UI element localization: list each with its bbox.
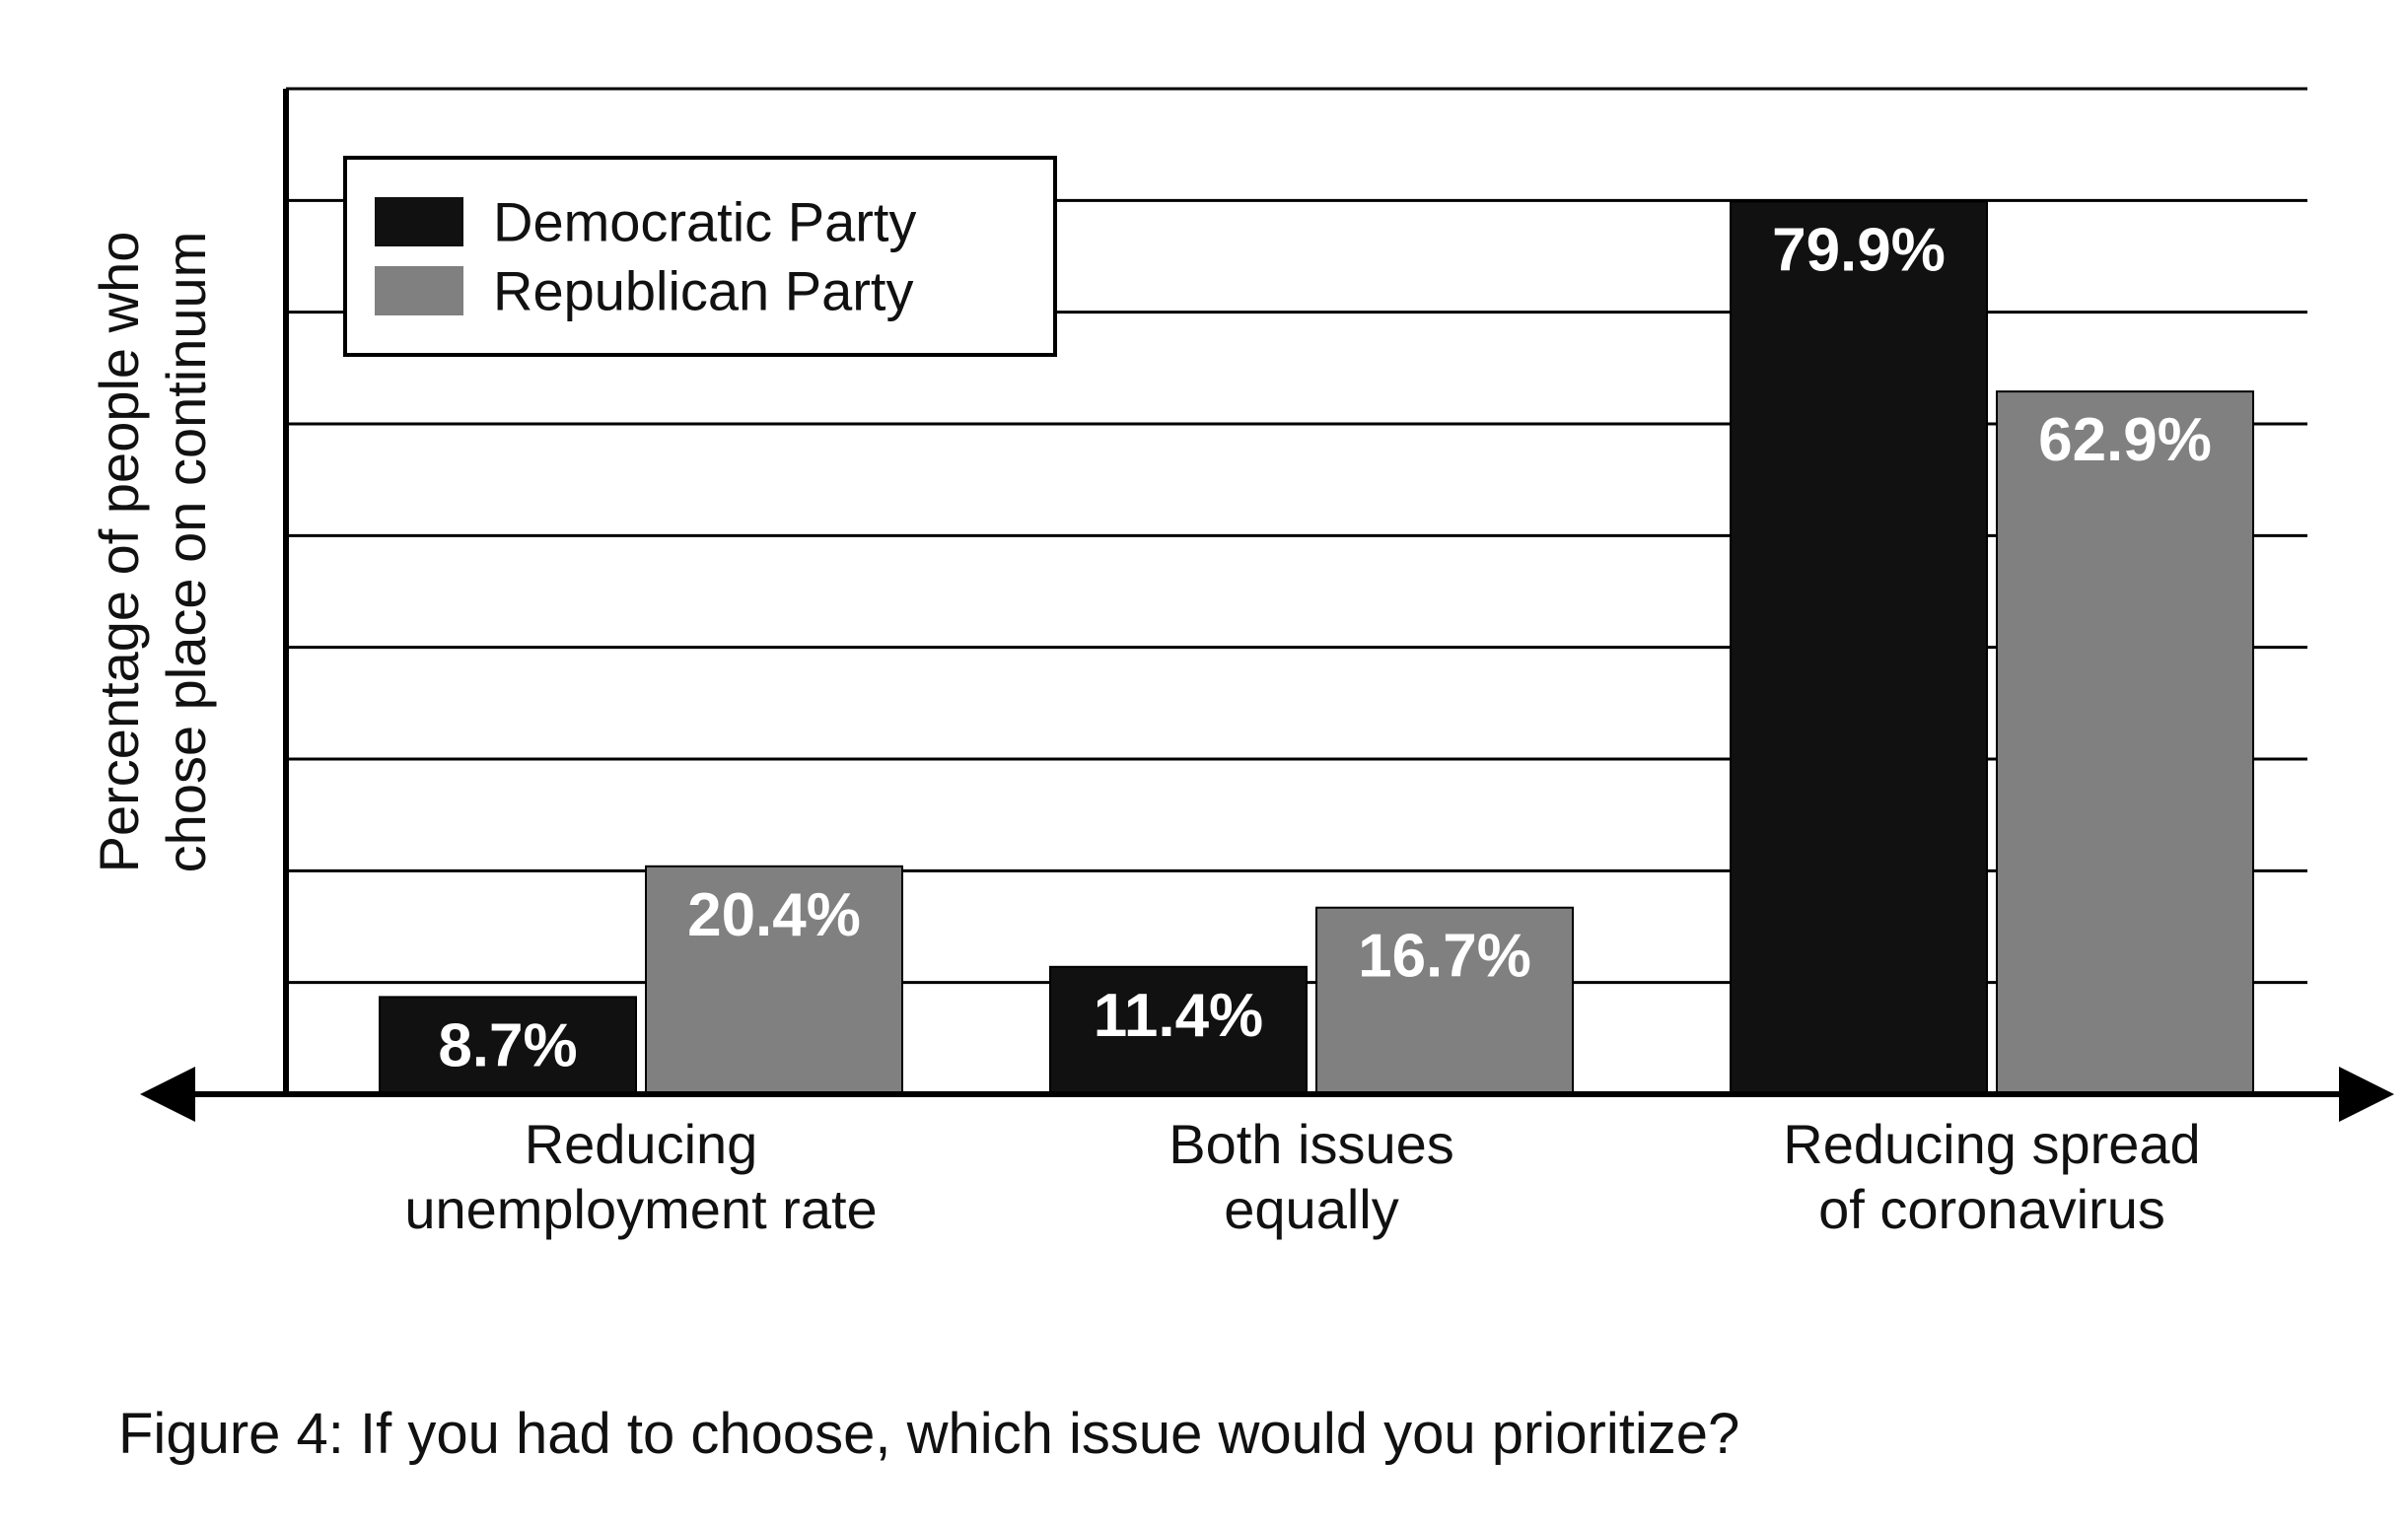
y-axis-label-line2: chose place on continuum xyxy=(155,232,217,873)
legend-box xyxy=(345,158,1055,355)
bar-label-democratic: 8.7% xyxy=(438,1011,577,1079)
bar-label-democratic: 79.9% xyxy=(1772,216,1946,284)
legend-label-democratic: Democratic Party xyxy=(493,191,916,253)
category-label: equally xyxy=(1224,1178,1398,1240)
legend-swatch-republican xyxy=(375,266,463,315)
bar-republican xyxy=(1997,391,2253,1094)
category-label: Both issues xyxy=(1169,1113,1454,1175)
bar-label-republican: 20.4% xyxy=(687,881,861,949)
category-label: Reducing spread xyxy=(1783,1113,2200,1175)
legend-label-republican: Republican Party xyxy=(493,260,913,322)
category-label: Reducing xyxy=(525,1113,758,1175)
bar-label-democratic: 11.4% xyxy=(1094,982,1263,1050)
category-label: of coronavirus xyxy=(1818,1178,2165,1240)
figure-caption: Figure 4: If you had to choose, which is… xyxy=(118,1401,1739,1467)
y-axis-label-line1: Percentage of people who xyxy=(88,232,150,873)
chart-container: 8.7% 20.4% Reducingunemployment rate 11.4% 1… xyxy=(0,0,2408,1526)
category-label: unemployment rate xyxy=(404,1178,877,1240)
bar-label-republican: 16.7% xyxy=(1358,923,1531,991)
bar-chart-svg: 8.7% 20.4% Reducingunemployment rate 11.4% 1… xyxy=(0,0,2408,1526)
bar-democratic xyxy=(1731,201,1987,1094)
legend-swatch-democratic xyxy=(375,197,463,246)
bar-label-republican: 62.9% xyxy=(2038,406,2212,474)
